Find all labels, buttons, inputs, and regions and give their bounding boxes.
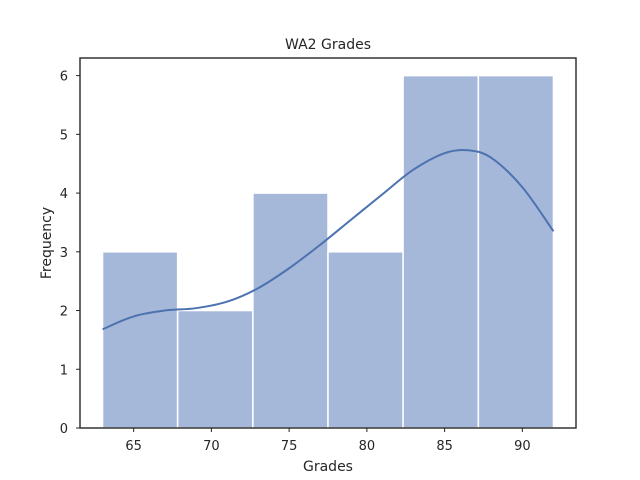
x-axis-label: Grades (303, 459, 353, 475)
x-tick-label: 80 (359, 439, 376, 454)
y-axis-ticks: 0 1 2 3 4 5 6 (60, 70, 80, 437)
y-tick-label: 5 (60, 128, 68, 143)
histogram-bar-4 (327, 251, 404, 429)
y-tick-label: 6 (60, 70, 68, 85)
histogram-bar-3 (252, 192, 329, 429)
y-tick-label: 4 (60, 187, 68, 202)
y-tick-label: 2 (60, 305, 68, 320)
y-axis-label: Frequency (39, 207, 55, 279)
x-axis-ticks: 65 70 75 80 85 90 (125, 428, 531, 454)
y-tick-label: 0 (60, 422, 68, 437)
x-tick-label: 90 (514, 439, 531, 454)
x-tick-label: 85 (436, 439, 453, 454)
x-tick-label: 65 (125, 439, 142, 454)
y-tick-label: 3 (60, 246, 68, 261)
histogram-bar-1 (101, 251, 179, 429)
histogram-bar-5 (402, 74, 480, 429)
chart-title: WA2 Grades (285, 37, 371, 53)
axes-frame (79, 57, 577, 429)
x-tick-label: 70 (203, 439, 220, 454)
kde-curve (102, 148, 555, 331)
x-tick-label: 75 (281, 439, 298, 454)
histogram-bar-6 (477, 74, 555, 429)
histogram-bar-2 (176, 309, 254, 429)
y-tick-label: 1 (60, 363, 68, 378)
bars-group (101, 74, 555, 429)
